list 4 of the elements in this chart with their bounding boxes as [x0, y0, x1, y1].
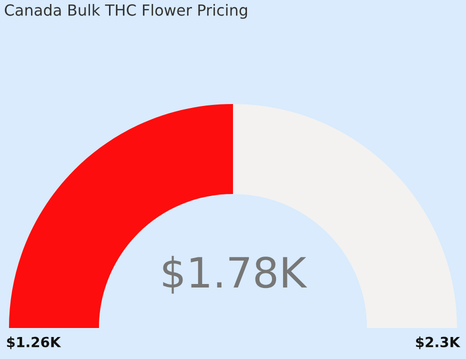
text: $1.78K — [163, 256, 308, 294]
text: $1.26K — [7, 336, 62, 350]
text: $2.3K — [416, 336, 460, 350]
chart-title: Canada Bulk THC Flower Pricing — [4, 4, 247, 19]
